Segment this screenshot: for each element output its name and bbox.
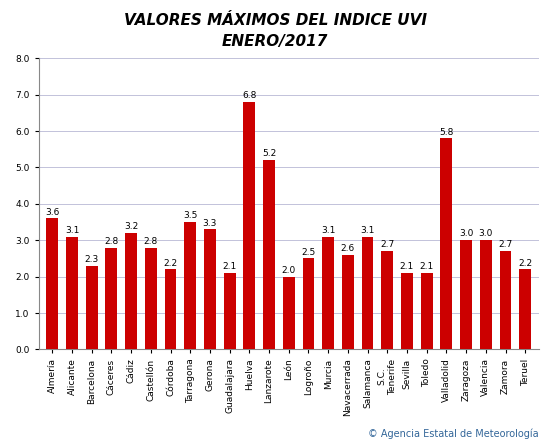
Bar bbox=[125, 233, 137, 349]
Bar bbox=[66, 237, 78, 349]
Bar bbox=[106, 247, 117, 349]
Bar bbox=[283, 276, 295, 349]
Bar bbox=[224, 273, 235, 349]
Bar bbox=[302, 258, 315, 349]
Text: 3.5: 3.5 bbox=[183, 211, 197, 220]
Text: VALORES MÁXIMOS DEL INDICE UVI: VALORES MÁXIMOS DEL INDICE UVI bbox=[124, 13, 426, 28]
Bar bbox=[441, 138, 452, 349]
Text: 3.1: 3.1 bbox=[360, 226, 375, 235]
Bar bbox=[480, 240, 492, 349]
Text: 2.6: 2.6 bbox=[341, 244, 355, 253]
Bar bbox=[46, 218, 58, 349]
Text: 2.3: 2.3 bbox=[85, 255, 99, 264]
Text: 2.1: 2.1 bbox=[400, 262, 414, 271]
Bar bbox=[362, 237, 373, 349]
Text: 2.7: 2.7 bbox=[380, 240, 394, 250]
Bar bbox=[204, 229, 216, 349]
Text: 2.2: 2.2 bbox=[163, 258, 178, 267]
Bar bbox=[499, 251, 512, 349]
Bar bbox=[342, 255, 354, 349]
Bar bbox=[460, 240, 472, 349]
Text: 3.0: 3.0 bbox=[459, 229, 474, 238]
Bar bbox=[421, 273, 433, 349]
Bar bbox=[184, 222, 196, 349]
Text: 2.8: 2.8 bbox=[144, 237, 158, 246]
Bar bbox=[86, 266, 97, 349]
Text: 3.1: 3.1 bbox=[65, 226, 79, 235]
Text: 3.2: 3.2 bbox=[124, 222, 138, 231]
Text: 3.0: 3.0 bbox=[478, 229, 493, 238]
Text: 2.5: 2.5 bbox=[301, 248, 316, 257]
Bar bbox=[164, 269, 177, 349]
Bar bbox=[322, 237, 334, 349]
Text: ENERO/2017: ENERO/2017 bbox=[222, 34, 328, 48]
Bar bbox=[381, 251, 393, 349]
Bar bbox=[401, 273, 413, 349]
Bar bbox=[263, 160, 275, 349]
Text: 2.7: 2.7 bbox=[498, 240, 513, 250]
Bar bbox=[145, 247, 157, 349]
Text: 3.3: 3.3 bbox=[203, 219, 217, 228]
Text: 5.2: 5.2 bbox=[262, 149, 276, 158]
Text: 3.6: 3.6 bbox=[45, 207, 59, 216]
Text: © Agencia Estatal de Meteorología: © Agencia Estatal de Meteorología bbox=[368, 429, 539, 439]
Text: 6.8: 6.8 bbox=[242, 91, 256, 100]
Text: 2.8: 2.8 bbox=[104, 237, 119, 246]
Text: 2.1: 2.1 bbox=[420, 262, 434, 271]
Bar bbox=[244, 102, 255, 349]
Text: 2.2: 2.2 bbox=[518, 258, 532, 267]
Text: 3.1: 3.1 bbox=[321, 226, 336, 235]
Text: 2.1: 2.1 bbox=[223, 262, 236, 271]
Bar bbox=[519, 269, 531, 349]
Text: 5.8: 5.8 bbox=[439, 128, 454, 137]
Text: 2.0: 2.0 bbox=[282, 266, 296, 275]
